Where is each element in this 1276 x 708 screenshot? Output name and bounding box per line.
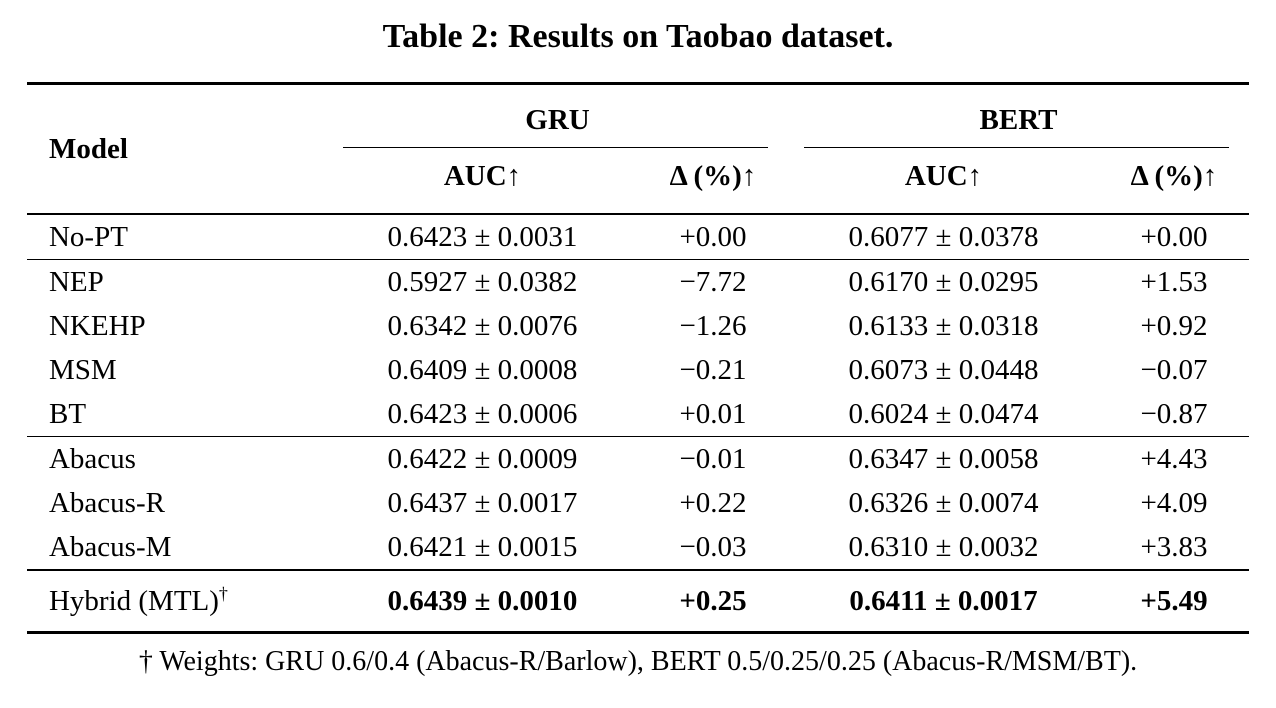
bert-group-rule bbox=[804, 147, 1230, 148]
column-header-model: Model bbox=[26, 83, 327, 215]
group-header-row: Model GRU BERT bbox=[26, 83, 1249, 215]
cell-bert-delta: +4.09 bbox=[1140, 487, 1208, 519]
cell-bert-delta: +0.92 bbox=[1140, 310, 1208, 342]
cell-bert-delta: +5.49 bbox=[1099, 569, 1250, 634]
cell-model: MSM bbox=[48, 354, 117, 386]
cell-model: NEP bbox=[26, 259, 327, 304]
cell-gru-auc: 0.6422 ± 0.0009 bbox=[326, 436, 638, 481]
cell-gru-auc: 0.6421 ± 0.0015 bbox=[387, 531, 578, 563]
cell-gru-delta: −7.72 bbox=[637, 259, 788, 304]
cell-bert-auc: 0.6310 ± 0.0032 bbox=[848, 531, 1039, 563]
cell-bert-delta: +3.83 bbox=[1140, 531, 1208, 563]
delta-label: Δ (%) bbox=[669, 160, 742, 192]
cell-gru-auc: 0.6437 ± 0.0017 bbox=[387, 487, 578, 519]
group-label-gru: GRU bbox=[525, 104, 590, 136]
cell-gru-auc: 0.6423 ± 0.0006 bbox=[387, 398, 578, 430]
cell-gru-delta: +0.22 bbox=[679, 487, 747, 519]
cell-model: Hybrid (MTL)† bbox=[26, 569, 327, 634]
cell-gru-auc: 0.6423 ± 0.0031 bbox=[387, 221, 578, 253]
cell-bert-auc: 0.6024 ± 0.0474 bbox=[848, 398, 1039, 430]
up-arrow-icon: ↑ bbox=[506, 160, 522, 192]
cell-bert-auc: 0.6133 ± 0.0318 bbox=[848, 310, 1039, 342]
table-row-bt: BT 0.6423 ± 0.0006 +0.01 0.6024 ± 0.0474… bbox=[27, 392, 1249, 437]
up-arrow-icon: ↑ bbox=[741, 160, 757, 192]
table-row-abacus: Abacus 0.6422 ± 0.0009 −0.01 0.6347 ± 0.… bbox=[26, 436, 1250, 481]
table-row-no-pt: No-PT 0.6423 ± 0.0031 +0.00 0.6077 ± 0.0… bbox=[27, 214, 1249, 260]
column-group-bert: BERT bbox=[788, 84, 1249, 148]
dagger-superscript: † bbox=[218, 583, 228, 604]
cell-bert-auc: 0.6073 ± 0.0448 bbox=[848, 354, 1039, 386]
cell-model: Abacus bbox=[26, 436, 327, 481]
table-caption: Table 2: Results on Taobao dataset. bbox=[382, 18, 894, 55]
cell-bert-auc: 0.6411 ± 0.0017 bbox=[788, 569, 1099, 634]
cell-gru-delta: −0.21 bbox=[679, 354, 747, 386]
cell-model: BT bbox=[48, 398, 87, 430]
cell-model: No-PT bbox=[48, 221, 128, 253]
cell-model: Abacus-R bbox=[48, 487, 165, 519]
delta-label: Δ (%) bbox=[1130, 160, 1203, 192]
results-table: Model GRU BERT AUC↑ Δ (%)↑ AUC↑ Δ (%)↑ N… bbox=[26, 82, 1250, 634]
auc-label: AUC bbox=[904, 160, 968, 192]
column-header-bert-delta: Δ (%)↑ bbox=[1099, 148, 1250, 215]
cell-gru-delta: −1.26 bbox=[679, 310, 747, 342]
cell-gru-delta: +0.01 bbox=[679, 398, 747, 430]
subheader-row: AUC↑ Δ (%)↑ AUC↑ Δ (%)↑ bbox=[27, 148, 1250, 215]
cell-bert-delta: −0.07 bbox=[1140, 354, 1208, 386]
cell-bert-auc: 0.6077 ± 0.0378 bbox=[848, 221, 1039, 253]
group-label-bert: BERT bbox=[979, 104, 1058, 136]
cell-bert-delta: +4.43 bbox=[1099, 436, 1250, 481]
cell-gru-delta: −0.01 bbox=[637, 436, 788, 481]
column-header-bert-auc: AUC↑ bbox=[788, 148, 1099, 215]
cell-bert-auc: 0.6347 ± 0.0058 bbox=[788, 436, 1099, 481]
table-row-abacus-r: Abacus-R 0.6437 ± 0.0017 +0.22 0.6326 ± … bbox=[27, 481, 1249, 525]
table-row-msm: MSM 0.6409 ± 0.0008 −0.21 0.6073 ± 0.044… bbox=[27, 348, 1249, 392]
cell-gru-delta: +0.25 bbox=[637, 569, 788, 634]
up-arrow-icon: ↑ bbox=[1202, 160, 1218, 192]
gru-group-rule bbox=[342, 147, 768, 148]
cell-gru-delta: −0.03 bbox=[679, 531, 747, 563]
model-label: Hybrid (MTL) bbox=[48, 585, 219, 617]
table-row-abacus-m: Abacus-M 0.6421 ± 0.0015 −0.03 0.6310 ± … bbox=[27, 525, 1249, 570]
up-arrow-icon: ↑ bbox=[967, 160, 983, 192]
column-group-gru: GRU bbox=[327, 84, 788, 148]
column-header-gru-auc: AUC↑ bbox=[326, 148, 638, 215]
cell-gru-auc: 0.6342 ± 0.0076 bbox=[387, 310, 578, 342]
table-footnote: † Weights: GRU 0.6/0.4 (Abacus-R/Barlow)… bbox=[138, 646, 1138, 677]
cell-bert-delta: −0.87 bbox=[1140, 398, 1208, 430]
table-row-nep: NEP 0.5927 ± 0.0382 −7.72 0.6170 ± 0.029… bbox=[26, 259, 1250, 304]
column-header-gru-delta: Δ (%)↑ bbox=[637, 148, 788, 215]
auc-label: AUC bbox=[443, 160, 507, 192]
cell-bert-delta: +0.00 bbox=[1140, 221, 1208, 253]
cell-model: Abacus-M bbox=[48, 531, 172, 563]
cell-gru-auc: 0.5927 ± 0.0382 bbox=[326, 259, 638, 304]
cell-model: NKEHP bbox=[48, 310, 146, 342]
cell-bert-auc: 0.6326 ± 0.0074 bbox=[848, 487, 1039, 519]
cell-bert-auc: 0.6170 ± 0.0295 bbox=[788, 259, 1099, 304]
cell-gru-auc: 0.6439 ± 0.0010 bbox=[326, 569, 638, 634]
table-row-hybrid-mtl: Hybrid (MTL)† 0.6439 ± 0.0010 +0.25 0.64… bbox=[26, 569, 1250, 634]
cell-gru-auc: 0.6409 ± 0.0008 bbox=[387, 354, 578, 386]
table-row-nkehp: NKEHP 0.6342 ± 0.0076 −1.26 0.6133 ± 0.0… bbox=[27, 304, 1249, 348]
cell-bert-delta: +1.53 bbox=[1099, 259, 1250, 304]
cell-gru-delta: +0.00 bbox=[679, 221, 747, 253]
